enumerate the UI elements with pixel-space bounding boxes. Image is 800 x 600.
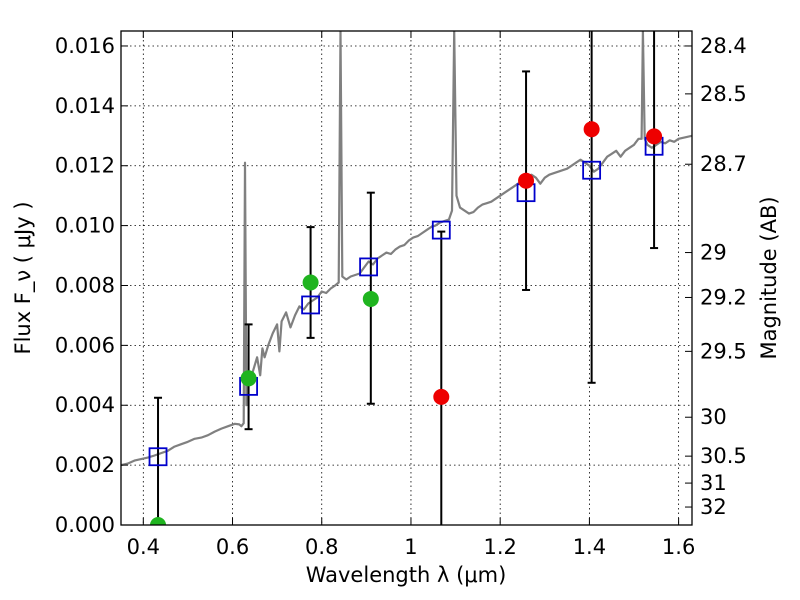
y2-tick-label: 29 <box>700 241 727 265</box>
model-square-marker <box>359 257 378 277</box>
red-data-point <box>518 172 535 189</box>
y2-tick-label: 30.5 <box>700 444 747 468</box>
plot-area <box>121 31 692 525</box>
green-data-point <box>150 517 167 525</box>
y2-tick-label: 29.2 <box>700 285 747 309</box>
grid-lines <box>121 31 692 526</box>
y2-tick-label: 28.4 <box>700 34 747 58</box>
x-axis-title: Wavelength λ (μm) <box>306 563 507 587</box>
plot-frame <box>120 30 693 526</box>
green-data-point <box>362 290 379 307</box>
y-tick-label: 0.000 <box>55 513 115 537</box>
x-tick-label: 0.8 <box>305 535 338 559</box>
y2-tick-label: 29.5 <box>700 339 747 363</box>
x-tick-label: 1.2 <box>483 535 516 559</box>
y-tick-label: 0.008 <box>55 273 115 297</box>
y-tick-label: 0.010 <box>55 214 115 238</box>
y2-tick-label: 30 <box>700 405 727 429</box>
y-tick-label: 0.002 <box>55 453 115 477</box>
y-tick-label: 0.014 <box>55 94 115 118</box>
x-tick-label: 1.4 <box>573 535 606 559</box>
model-square-marker <box>301 295 320 315</box>
green-data-point <box>302 274 319 291</box>
x-tick-label: 1.6 <box>662 535 695 559</box>
red-data-point <box>646 128 663 145</box>
x-tick-label: 0.6 <box>216 535 249 559</box>
y2-tick-label: 28.7 <box>700 152 747 176</box>
red-data-point <box>583 121 600 138</box>
model-square-marker <box>148 447 168 467</box>
y2-tick-label: 31 <box>700 471 727 495</box>
y-tick-label: 0.004 <box>55 393 115 417</box>
y2-axis-title: Magnitude (AB) <box>757 196 781 359</box>
green-data-point <box>240 370 257 387</box>
x-tick-label: 0.4 <box>127 535 160 559</box>
red-data-point <box>433 388 450 405</box>
x-axis-ticks: 0.4 0.6 0.8 1 1.2 1.4 1.6 <box>127 31 695 559</box>
model-square-marker <box>431 220 451 240</box>
spectrum-line <box>121 31 692 467</box>
model-square-marker <box>582 160 602 180</box>
x-tick-label: 1 <box>404 535 417 559</box>
y-axis-ticks: 0.000 0.002 0.004 0.006 0.008 0.010 0.012 0.014… <box>55 34 128 537</box>
y2-tick-label: 32 <box>700 495 727 519</box>
y-tick-label: 0.016 <box>55 34 115 58</box>
y-tick-label: 0.006 <box>55 333 115 357</box>
y-axis-title: Flux F_ν ( μJy ) <box>11 201 36 354</box>
y-tick-label: 0.012 <box>55 154 115 178</box>
y2-tick-label: 28.5 <box>700 82 747 106</box>
